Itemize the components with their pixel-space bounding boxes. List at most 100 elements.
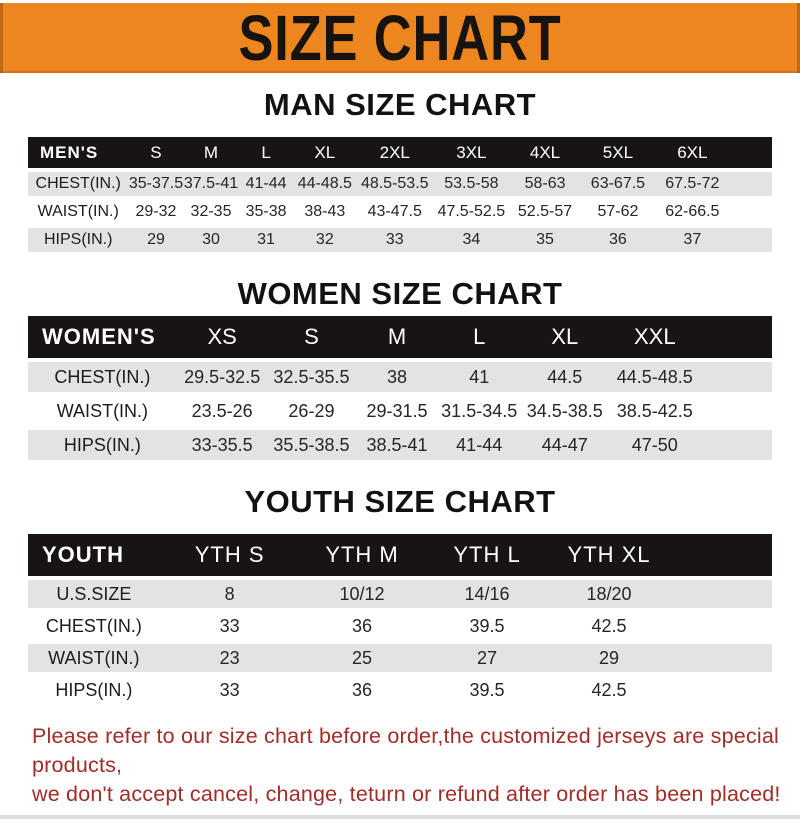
row-label: CHEST(IN.) — [28, 172, 129, 196]
value-cell: 44.5-48.5 — [609, 362, 700, 392]
youth-hips-row: HIPS(IN.) 33 36 39.5 42.5 — [28, 676, 772, 704]
value-cell: 29 — [128, 228, 184, 252]
value-cell: 33 — [356, 228, 434, 252]
row-label: CHEST(IN.) — [28, 362, 177, 392]
value-cell: 36 — [299, 676, 425, 704]
value-cell: 37.5-41 — [183, 172, 239, 196]
spacer-cell — [729, 137, 772, 168]
column-header: 3XL — [433, 137, 510, 168]
youth-size-table: YOUTH YTH S YTH M YTH L YTH XL U.S.SIZE … — [28, 530, 772, 708]
value-cell: 43-47.5 — [356, 200, 434, 224]
value-cell: 35-37.5 — [128, 172, 184, 196]
youth-chest-row: CHEST(IN.) 33 36 39.5 42.5 — [28, 612, 772, 640]
row-label: CHEST(IN.) — [28, 612, 160, 640]
youth-section-heading: YOUTH SIZE CHART — [244, 484, 556, 519]
value-cell: 26-29 — [267, 396, 356, 426]
value-cell: 44.5 — [519, 362, 610, 392]
value-cell: 34.5-38.5 — [519, 396, 610, 426]
column-header: YTH S — [159, 534, 300, 576]
column-header: YTH L — [424, 534, 550, 576]
size-chart-banner: SIZE CHART — [0, 3, 800, 73]
column-header: S — [267, 316, 356, 358]
column-header: XL — [293, 137, 357, 168]
column-header: M — [355, 316, 439, 358]
men-size-table: MEN'S S M L XL 2XL 3XL 4XL 5XL 6XL CHEST… — [28, 133, 772, 256]
column-header: XXL — [609, 316, 700, 358]
value-cell: 39.5 — [424, 676, 550, 704]
men-hips-row: HIPS(IN.) 29 30 31 32 33 34 35 36 37 — [28, 228, 772, 252]
value-cell: 38.5-41 — [355, 430, 439, 460]
bottom-divider — [0, 815, 800, 819]
spacer-cell — [699, 430, 772, 460]
value-cell: 41-44 — [438, 430, 520, 460]
column-header: L — [438, 316, 520, 358]
spacer-cell — [729, 228, 772, 252]
column-header: 2XL — [356, 137, 434, 168]
value-cell: 42.5 — [549, 612, 669, 640]
spacer-cell — [668, 534, 772, 576]
women-hips-row: HIPS(IN.) 33-35.5 35.5-38.5 38.5-41 41-4… — [28, 430, 772, 460]
women-size-table: WOMEN'S XS S M L XL XXL CHEST(IN.) 29.5-… — [28, 312, 772, 464]
men-waist-row: WAIST(IN.) 29-32 32-35 35-38 38-43 43-47… — [28, 200, 772, 224]
value-cell: 63-67.5 — [580, 172, 656, 196]
spacer-cell — [668, 580, 772, 608]
value-cell: 33 — [159, 676, 300, 704]
value-cell: 35.5-38.5 — [267, 430, 356, 460]
value-cell: 23.5-26 — [176, 396, 268, 426]
value-cell: 44-48.5 — [293, 172, 357, 196]
disclaimer-line-1: Please refer to our size chart before or… — [32, 724, 779, 777]
banner-title: SIZE CHART — [238, 2, 562, 74]
value-cell: 58-63 — [509, 172, 581, 196]
column-header: 6XL — [655, 137, 730, 168]
value-cell: 10/12 — [299, 580, 425, 608]
spacer-cell — [668, 676, 772, 704]
value-cell: 34 — [433, 228, 510, 252]
value-cell: 14/16 — [424, 580, 550, 608]
column-header: XL — [519, 316, 610, 358]
column-header: 4XL — [509, 137, 581, 168]
youth-waist-row: WAIST(IN.) 23 25 27 29 — [28, 644, 772, 672]
value-cell: 44-47 — [519, 430, 610, 460]
value-cell: 47-50 — [609, 430, 700, 460]
value-cell: 41 — [438, 362, 520, 392]
value-cell: 38-43 — [293, 200, 357, 224]
value-cell: 31 — [238, 228, 294, 252]
row-label: HIPS(IN.) — [28, 228, 129, 252]
column-header: S — [128, 137, 184, 168]
value-cell: 23 — [159, 644, 300, 672]
youth-table-label: YOUTH — [28, 534, 160, 576]
value-cell: 29-31.5 — [355, 396, 439, 426]
value-cell: 48.5-53.5 — [356, 172, 434, 196]
row-label: HIPS(IN.) — [28, 676, 160, 704]
value-cell: 41-44 — [238, 172, 294, 196]
men-section-heading: MAN SIZE CHART — [263, 87, 537, 122]
value-cell: 67.5-72 — [655, 172, 730, 196]
column-header: L — [238, 137, 294, 168]
spacer-cell — [668, 644, 772, 672]
value-cell: 37 — [655, 228, 730, 252]
value-cell: 31.5-34.5 — [438, 396, 520, 426]
value-cell: 38 — [355, 362, 439, 392]
value-cell: 36 — [580, 228, 656, 252]
value-cell: 32.5-35.5 — [267, 362, 356, 392]
women-waist-row: WAIST(IN.) 23.5-26 26-29 29-31.5 31.5-34… — [28, 396, 772, 426]
women-section-heading: WOMEN SIZE CHART — [237, 276, 563, 311]
men-table-label: MEN'S — [28, 137, 129, 168]
value-cell: 53.5-58 — [433, 172, 510, 196]
value-cell: 27 — [424, 644, 550, 672]
value-cell: 52.5-57 — [509, 200, 581, 224]
value-cell: 42.5 — [549, 676, 669, 704]
spacer-cell — [729, 172, 772, 196]
women-table-label: WOMEN'S — [28, 316, 177, 358]
row-label: U.S.SIZE — [28, 580, 160, 608]
value-cell: 38.5-42.5 — [609, 396, 700, 426]
value-cell: 35-38 — [238, 200, 294, 224]
column-header: M — [183, 137, 239, 168]
column-header: XS — [176, 316, 268, 358]
spacer-cell — [729, 200, 772, 224]
men-chest-row: CHEST(IN.) 35-37.5 37.5-41 41-44 44-48.5… — [28, 172, 772, 196]
disclaimer-line-2: we don't accept cancel, change, teturn o… — [32, 782, 781, 806]
row-label: WAIST(IN.) — [28, 644, 160, 672]
value-cell: 30 — [183, 228, 239, 252]
value-cell: 47.5-52.5 — [433, 200, 510, 224]
